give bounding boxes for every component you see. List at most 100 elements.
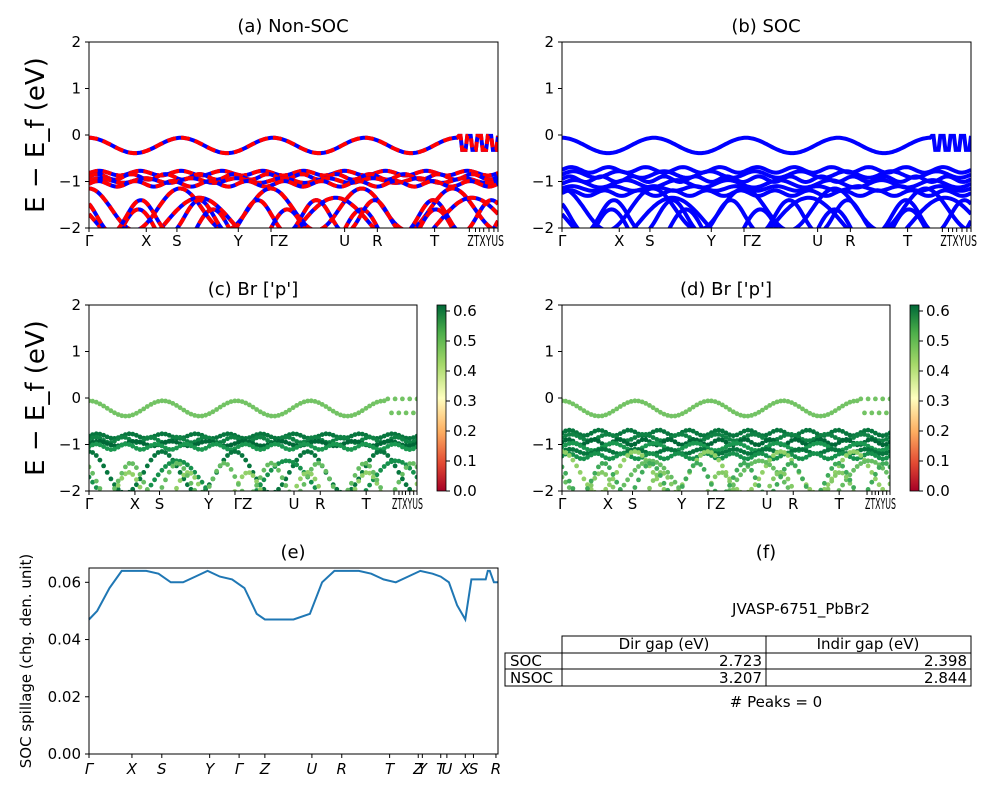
panel-f: (f) JVASP-6751_PbBr2 Dir gap (eV) Indir … [504,542,972,711]
panel-e-title: (e) [280,542,305,563]
projected-point [705,449,711,454]
projected-point [566,485,572,490]
projected-point [414,444,417,450]
panel-c-colorbar-ticks: 0.6 0.5 0.4 0.3 0.2 0.1 0.0 [446,302,477,500]
projected-point [349,506,354,511]
projected-point [254,479,259,484]
projected-point [836,427,842,433]
table-header-dir: Dir gap (eV) [619,635,710,653]
projected-point [370,445,376,450]
projected-point [701,433,707,438]
projected-point [570,428,576,434]
projected-point [869,458,875,464]
band-line [562,165,971,175]
projected-point [843,469,849,475]
projected-point [596,413,601,419]
xtick-label: T [385,760,396,778]
projected-point [130,443,136,449]
projected-point [214,516,219,521]
projected-point [712,474,718,480]
xtick-label: S [469,760,479,778]
projected-point [101,444,106,449]
projected-point [225,431,230,437]
projected-point [617,404,623,409]
projected-point [570,432,576,437]
projected-point [155,432,161,437]
panel-c-yticks: 2 1 0 −1 −2 [59,296,89,500]
projected-point [330,408,336,414]
projected-point [243,400,249,406]
projected-point [90,470,95,476]
projected-point [385,493,390,498]
panel-d: (d) Br ['p'] 2 1 0 −1 −2 Γ X S Y ΓZ U R T ZTXYUS 0.6… [532,279,950,514]
projected-point [356,431,362,437]
projected-point [130,486,136,491]
projected-point [785,399,791,404]
projected-point [338,443,343,449]
projected-point [170,447,176,452]
projected-point [341,435,347,440]
projected-point [829,446,835,452]
projected-point [141,441,147,446]
projected-point [625,427,630,433]
projected-point [290,463,296,469]
projected-point [578,493,583,498]
projected-point [792,454,798,460]
projected-point [414,396,417,402]
projected-point [367,403,372,409]
projected-point [123,509,128,514]
projected-point [287,458,292,464]
projected-point [105,493,110,498]
panel-a: (a) Non-SOC 2 1 0 −1 −2 Γ X S Y ΓZ U R T ZTXYUS E − … [21,16,504,250]
projected-point [825,447,831,453]
projected-point [836,451,842,457]
projected-point [210,476,216,482]
projected-point [254,407,259,412]
projected-point [563,437,568,443]
projected-point [247,435,252,440]
projected-point [865,433,871,438]
projected-point [781,442,787,448]
projected-point [367,442,372,448]
projected-point [661,465,667,471]
projected-point [679,442,685,448]
projected-point [800,447,805,452]
projected-point [771,476,776,482]
projected-point [374,442,380,448]
projected-point [130,461,136,467]
projected-point [370,401,376,407]
projected-point [781,450,787,455]
projected-point [781,479,787,485]
projected-point [112,482,117,488]
projected-point [807,509,812,514]
projected-point [712,438,718,444]
band-line [562,188,971,198]
projected-point [749,447,754,452]
projected-point [327,476,332,482]
projected-point [287,470,292,475]
projected-point [840,429,845,434]
projected-point [625,477,630,483]
projected-point [93,431,99,437]
projected-point [683,443,689,449]
projected-point [825,473,831,478]
projected-point [188,480,194,486]
projected-point [123,471,128,477]
projected-point [763,446,769,452]
projected-point [345,487,351,491]
projected-point [825,456,831,462]
projected-point [822,438,827,443]
projected-point [588,430,594,436]
projected-point [632,429,638,435]
projected-point [596,438,601,444]
projected-point [603,461,609,467]
kpoint-label: Y [233,232,244,250]
projected-point [767,442,773,448]
projected-point [650,461,656,467]
projected-point [676,451,681,456]
projected-point [126,461,132,466]
projected-point [592,428,598,434]
projected-point [738,412,743,418]
projected-point [148,443,154,448]
projected-point [771,456,776,462]
